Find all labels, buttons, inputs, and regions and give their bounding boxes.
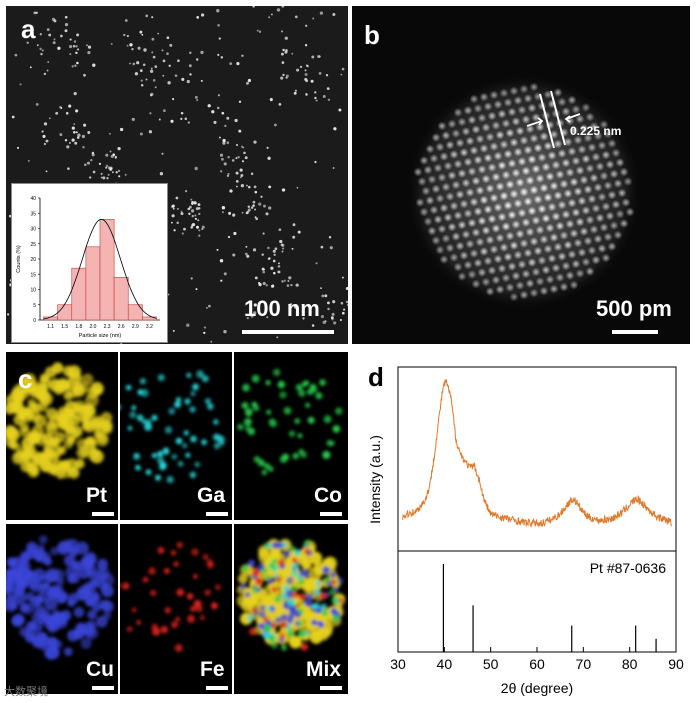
hist-y-tick-label: 25 — [30, 242, 36, 248]
eds-label-fe: Fe — [200, 658, 225, 681]
xrd-chart: Pt #87-0636 30 40 50 60 70 80 90 2θ (degree) Inte… — [367, 366, 684, 696]
eds-scale-bar-co — [320, 512, 342, 516]
eds-label-ga: Ga — [197, 484, 226, 507]
eds-scale-bar-mix — [320, 686, 342, 690]
panel-b-haadf-image: b 0.225 nm 500 pm — [352, 6, 690, 344]
hist-x-tick-label: 1.1 — [47, 324, 54, 330]
spacing-arrow-right — [564, 113, 581, 123]
panel-c-label: c — [18, 364, 33, 394]
histogram-inset: 0 5 10 15 20 25 30 35 40 1.1 1.5 1.8 2.0 2.3 2.6 2.9 3.2… — [11, 183, 168, 343]
eds-label-co: Co — [314, 484, 342, 507]
watermark-text: 大数聚境 — [4, 686, 48, 698]
panel-b-scale-bar — [612, 330, 658, 334]
hist-x-tick-label: 2.0 — [89, 324, 96, 330]
eds-label-mix: Mix — [306, 658, 342, 681]
hist-x-tick-label: 1.8 — [75, 324, 82, 330]
eds-signal-ga — [120, 370, 225, 484]
eds-signal-co — [237, 368, 343, 476]
eds-map-co: Co — [234, 352, 348, 520]
lattice-line-2 — [550, 90, 566, 146]
eds-map-mix: Mix — [234, 524, 348, 694]
eds-signal-mix — [236, 538, 346, 651]
xrd-y-axis-label: Intensity (a.u.) — [367, 435, 383, 524]
panel-a-scale-text: 100 nm — [244, 296, 320, 321]
eds-signal-pt — [6, 362, 113, 480]
lattice-spacing-label: 0.225 nm — [570, 124, 622, 138]
hist-x-tick-label: 1.5 — [61, 324, 68, 330]
xrd-x-tick-label: 70 — [576, 656, 592, 672]
eds-label-cu: Cu — [86, 658, 114, 681]
eds-map-cu: Cu — [6, 524, 118, 694]
eds-map-pt: Pt — [6, 352, 118, 520]
hist-x-tick-label: 2.6 — [118, 324, 125, 330]
hist-y-axis-label: Counts (%) — [16, 245, 22, 273]
hist-y-tick-label: 20 — [30, 257, 36, 263]
hist-y-tick-label: 10 — [30, 288, 36, 294]
xrd-x-axis-label: 2θ (degree) — [501, 680, 573, 696]
xrd-x-tick-label: 50 — [483, 656, 499, 672]
hist-bar — [85, 246, 101, 321]
hist-x-tick-label: 2.9 — [132, 324, 139, 330]
panel-a-scale-bar — [242, 330, 334, 334]
eds-label-pt: Pt — [86, 484, 107, 507]
eds-map-fe: Fe — [120, 524, 232, 694]
xrd-x-tick-label: 80 — [622, 656, 638, 672]
xrd-x-tick-label: 40 — [437, 656, 453, 672]
panel-b-atomic-lattice — [406, 74, 642, 310]
hist-bar — [127, 304, 143, 321]
histogram-chart: 0 5 10 15 20 25 30 35 40 1.1 1.5 1.8 2.0 2.3 2.6 2.9 3.2… — [16, 196, 160, 339]
hist-x-tick-label: 3.2 — [146, 324, 153, 330]
xrd-x-tick-label: 60 — [529, 656, 545, 672]
reference-label: Pt #87-0636 — [590, 560, 666, 576]
eds-scale-bar-pt — [92, 512, 114, 516]
panel-d-label: d — [368, 362, 384, 392]
eds-scale-bar-fe — [206, 686, 228, 690]
panel-a-label: a — [21, 14, 36, 44]
eds-map-ga: Ga — [120, 352, 232, 520]
lattice-line-1 — [539, 93, 555, 149]
hist-y-tick-label: 30 — [30, 227, 36, 233]
hist-y-tick-label: 15 — [30, 272, 36, 278]
hist-gaussian-fit — [43, 218, 157, 320]
hist-x-tick-label: 2.3 — [104, 324, 111, 330]
xrd-pattern-line — [402, 379, 672, 528]
hist-bar — [57, 304, 73, 321]
eds-scale-bar-ga — [206, 512, 228, 516]
xrd-x-tick-label: 30 — [390, 656, 406, 672]
panel-c-eds-maps: Pt Ga Co Cu Fe Mix c — [6, 352, 348, 694]
hist-bar — [99, 219, 115, 321]
spacing-arrow-left — [526, 117, 544, 127]
hist-y-tick-label: 0 — [33, 318, 36, 324]
hist-bar — [113, 277, 129, 321]
hist-y-tick-label: 35 — [30, 211, 36, 217]
xrd-frame — [397, 366, 677, 653]
eds-signal-cu — [6, 535, 115, 660]
eds-scale-bar-cu — [92, 686, 114, 690]
panel-b-label: b — [364, 20, 380, 50]
hist-x-axis-label: Particle size (nm) — [79, 333, 122, 339]
panel-a-tem-image: a 100 nm 0 5 10 15 20 25 30 35 40 1.1 1.5 1.8 2.0 2.3… — [6, 6, 348, 344]
hist-y-tick-label: 5 — [33, 303, 36, 309]
panel-b-scale-text: 500 pm — [596, 296, 672, 321]
hist-bar — [71, 267, 87, 321]
hist-y-tick-label: 40 — [30, 196, 36, 202]
panel-d-xrd: d Pt #87-0636 30 40 50 60 70 80 90 2θ (degree) In… — [352, 352, 692, 698]
xrd-x-tick-label: 90 — [668, 656, 684, 672]
eds-signal-fe — [120, 541, 221, 652]
